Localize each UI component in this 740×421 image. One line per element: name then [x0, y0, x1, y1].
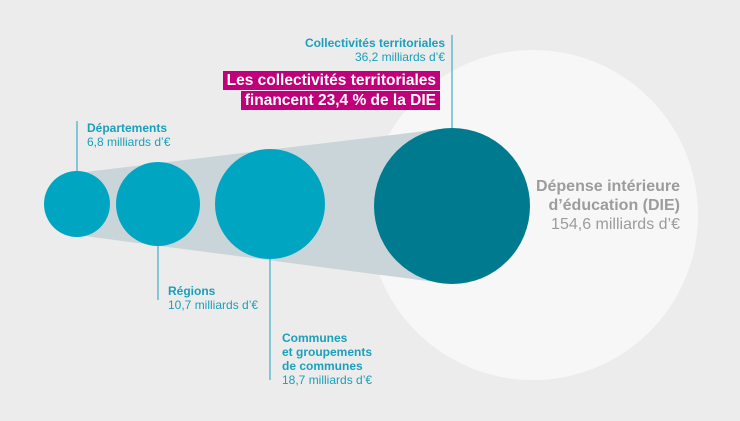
regions-name: Régions: [168, 284, 216, 298]
departements-name: Départements: [87, 121, 168, 135]
collectivites-circle: [374, 128, 530, 284]
communes-circle: [215, 149, 325, 259]
departements-label: Départements 6,8 milliards d’€: [87, 121, 170, 149]
communes-label: Communes et groupements de communes 18,7…: [282, 331, 372, 387]
communes-name-2: et groupements: [282, 345, 373, 359]
regions-circle: [116, 162, 200, 246]
regions-value: 10,7 milliards d’€: [168, 298, 259, 312]
collectivites-value: 36,2 milliards d’€: [354, 50, 445, 64]
callout-line-2: financent 23,4 % de la DIE: [240, 91, 440, 110]
callout-share: Les collectivités territoriales financen…: [222, 71, 440, 111]
regions-label: Régions 10,7 milliards d’€: [168, 284, 258, 312]
die-name-2: d’éducation (DIE): [548, 197, 680, 214]
collectivites-label: Collectivités territoriales 36,2 milliar…: [305, 36, 445, 64]
die-value: 154,6 milliards d’€: [551, 216, 680, 233]
die-label: Dépense intérieure d’éducation (DIE) 154…: [536, 177, 680, 234]
callout-line-1: Les collectivités territoriales: [222, 71, 440, 90]
collectivites-name: Collectivités territoriales: [304, 36, 445, 50]
communes-name-1: Communes: [282, 331, 348, 345]
departements-value: 6,8 milliards d’€: [87, 135, 171, 149]
communes-value: 18,7 milliards d’€: [282, 373, 373, 387]
die-name-1: Dépense intérieure: [535, 178, 680, 195]
departements-circle: [44, 171, 110, 237]
communes-name-3: de communes: [282, 359, 363, 373]
